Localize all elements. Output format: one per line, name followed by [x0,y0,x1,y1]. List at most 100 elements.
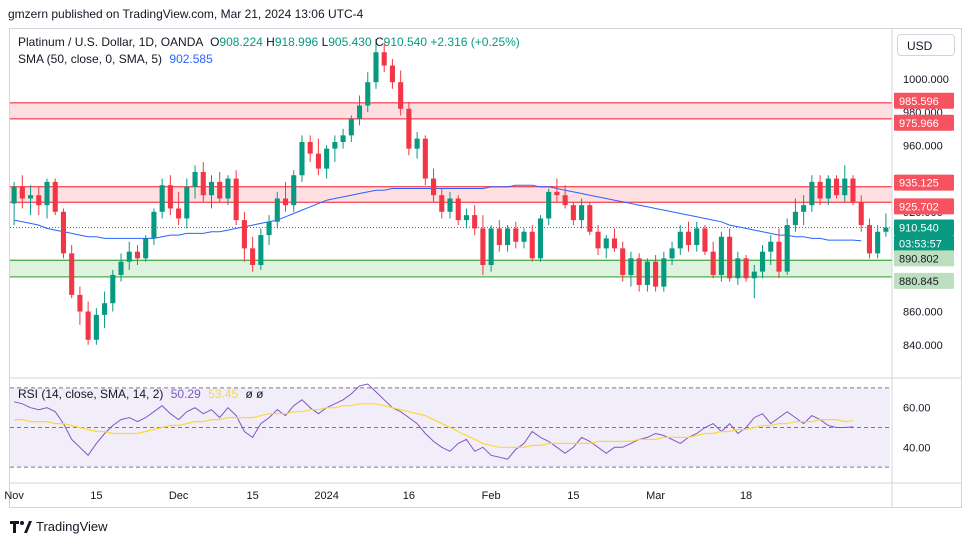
candle-body [102,303,108,315]
price-tag-bg [894,219,954,236]
candle-body [184,186,190,219]
candle-body [488,228,494,265]
publisher-header: gmzern published on TradingView.com, Mar… [8,7,364,21]
l-value: 905.430 [328,35,372,49]
candle-body [620,248,626,275]
price-tag-bg [894,272,954,289]
candle-body [381,52,387,66]
candles-layer [11,38,889,345]
candle-body [875,231,881,254]
candle-body [134,251,141,259]
candle-body [661,258,667,287]
footer-brand[interactable]: TradingView [10,519,108,534]
candle-body [801,205,807,212]
candle-body [628,258,634,275]
candle-body [653,261,659,287]
candle-body [192,171,198,187]
price-tick-label: 960.000 [903,140,943,152]
candle-body [776,241,782,272]
time-tick-label: Nov [4,490,24,502]
h-label: H [266,35,275,49]
candle-body [644,261,650,285]
price-tag-label: 985.596 [899,96,939,108]
price-tick-label: 840.000 [903,340,943,352]
rsi-tick-label: 60.00 [903,403,931,415]
price-labels-layer: 985.596 975.966 935.125 925.702 910.540 03:53… [894,92,954,289]
time-tick-label: Dec [169,490,189,502]
candle-body [85,311,91,340]
currency-button[interactable]: USD [897,34,955,56]
candle-body [200,171,206,196]
candle-body [710,251,716,275]
candle-body [373,52,379,83]
candle-body [282,198,289,206]
candle-body [118,261,124,275]
price-tag-label: 890.802 [899,253,939,265]
candle-body [217,181,223,199]
candle-body [324,148,330,169]
c-value: 910.540 [383,35,428,49]
candle-body [110,274,116,304]
candle-body [447,198,453,212]
rsi-value: 50.29 [170,387,201,401]
candle-body [554,191,560,196]
tradingview-logo-icon [10,520,32,533]
candle-body [176,208,182,219]
candle-body [52,181,58,212]
candle-body [858,201,864,226]
time-tick-label: Feb [482,490,501,502]
candle-body [727,236,733,279]
candle-body [677,231,683,249]
o-value: 908.224 [219,35,263,49]
chart-frame [9,28,962,508]
price-tick-label: 860.000 [903,307,943,319]
candle-body [850,178,856,202]
candle-body [883,227,889,232]
candle-body [414,138,420,149]
candle-body [167,185,173,209]
candle-body [315,153,321,169]
price-tag-bg [894,174,954,191]
rsi-legend[interactable]: RSI (14, close, SMA, 14, 2) 50.29 53.45 … [18,387,263,401]
candle-body [521,231,527,242]
symbol-legend[interactable]: Platinum / U.S. Dollar, 1D, OANDA O908.2… [18,35,520,49]
candle-body [529,231,535,259]
candle-body [636,258,642,285]
candle-body [817,181,823,199]
rsi-label: RSI (14, close, SMA, 14, 2) [18,387,164,401]
candle-body [603,238,609,249]
price-tag-bg [894,114,954,131]
candle-body [60,211,67,254]
rsi-layer [10,383,890,468]
candle-body [36,195,42,206]
candle-body [743,258,749,279]
candle-body [159,185,165,212]
l-label: L [321,35,329,49]
sma-legend[interactable]: SMA (50, close, 0, SMA, 5) 902.585 [18,52,213,66]
candle-body [44,181,50,206]
zone-resistance-lower [10,186,892,203]
candle-body [570,205,576,221]
candle-body [611,238,618,249]
candle-body [332,142,338,149]
price-tag-label: 910.540 [899,223,939,235]
candle-body [587,205,593,232]
candle-body [348,118,354,136]
candle-body [833,178,840,196]
candle-body [825,178,831,199]
candle-body [455,198,461,221]
sma-label: SMA (50, close, 0, SMA, 5) [18,52,163,66]
price-tick-label: 1000.000 [903,74,949,86]
candle-body [250,248,256,265]
time-tick-label: 15 [246,490,258,502]
rsi-tick-label: 40.00 [903,442,931,454]
time-tick-label: Mar [646,490,665,502]
candle-body [266,221,272,236]
candle-body [562,195,568,206]
zone-support [10,260,892,277]
candle-body [233,178,239,221]
rsi-sma-line [14,403,854,448]
sma-value: 902.585 [169,52,213,66]
candle-body [431,178,437,196]
